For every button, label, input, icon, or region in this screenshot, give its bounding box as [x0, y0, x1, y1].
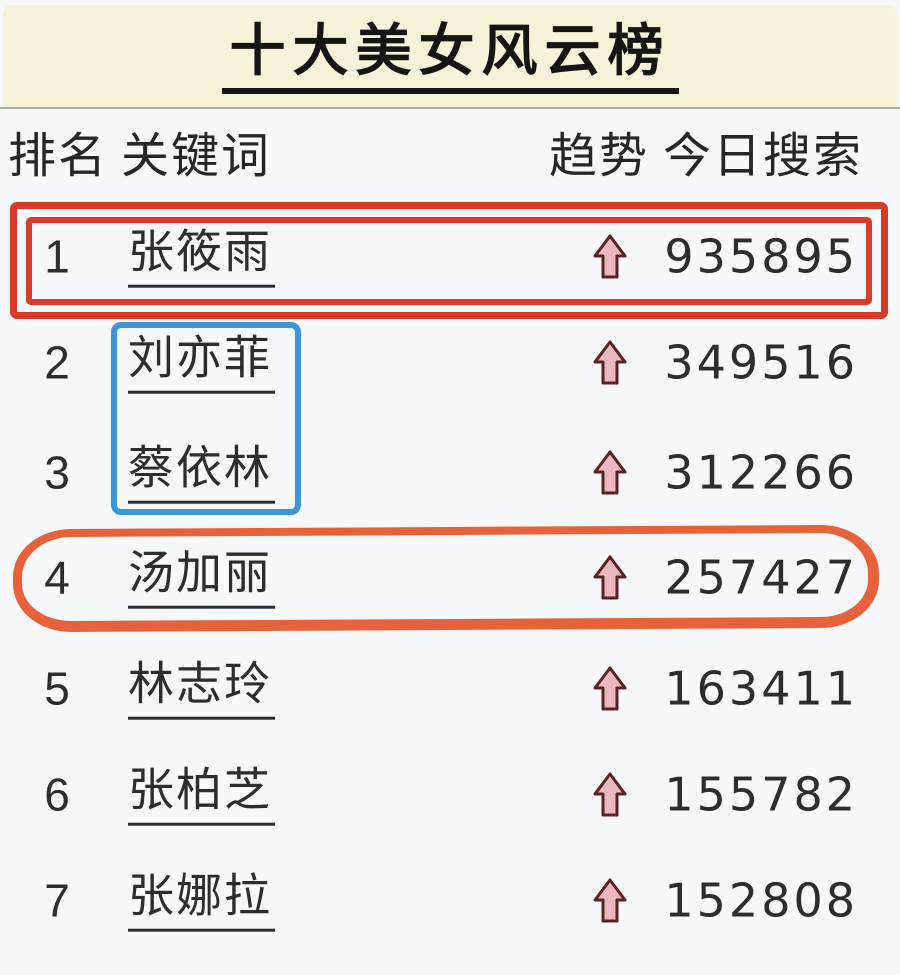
search-count: 155782: [664, 767, 858, 822]
rank-value: 5: [44, 662, 70, 715]
search-count: 163411: [664, 661, 858, 716]
rank-value: 4: [44, 551, 70, 604]
table-row: 6 张柏芝 155782: [0, 760, 900, 830]
rank-value: 6: [44, 768, 70, 821]
column-header-rank: 排名: [8, 130, 109, 183]
table-row: 7 张娜拉 152808: [0, 866, 900, 936]
column-header-keyword: 关键词: [121, 130, 272, 183]
keyword-link[interactable]: 张娜拉: [128, 871, 275, 932]
column-header-searches: 今日搜索: [663, 130, 864, 183]
up-arrow-icon: [582, 666, 638, 712]
table-row: 4 汤加丽 257427: [0, 543, 900, 613]
rank-value: 7: [44, 874, 70, 927]
table-row: 2 刘亦菲 349516: [0, 328, 900, 398]
up-arrow-icon: [582, 450, 638, 496]
up-arrow-icon: [582, 234, 638, 280]
up-arrow-icon: [582, 772, 638, 818]
column-header-trend: 趋势: [549, 130, 650, 183]
rank-value: 3: [44, 446, 70, 499]
search-count: 349516: [664, 335, 858, 390]
table-row: 3 蔡依林 312266: [0, 438, 900, 508]
keyword-link[interactable]: 张柏芝: [128, 765, 275, 826]
keyword-link[interactable]: 汤加丽: [128, 548, 275, 609]
table-row: 5 林志玲 163411: [0, 654, 900, 724]
rank-value: 2: [44, 336, 70, 389]
keyword-link[interactable]: 林志玲: [128, 659, 275, 720]
up-arrow-icon: [582, 555, 638, 601]
table-row: 1 张筱雨 935895: [0, 222, 900, 292]
up-arrow-icon: [582, 340, 638, 386]
rank-value: 1: [44, 230, 70, 283]
search-count: 312266: [664, 445, 858, 500]
up-arrow-icon: [582, 878, 638, 924]
search-count: 152808: [664, 873, 858, 928]
page-title: 十大美女风云榜: [221, 22, 679, 94]
divider: [0, 107, 900, 109]
keyword-link[interactable]: 刘亦菲: [128, 333, 275, 394]
title-band: 十大美女风云榜: [3, 5, 897, 107]
keyword-link[interactable]: 张筱雨: [128, 227, 275, 288]
keyword-link[interactable]: 蔡依林: [128, 443, 275, 504]
search-count: 935895: [664, 229, 858, 284]
search-count: 257427: [664, 550, 858, 605]
